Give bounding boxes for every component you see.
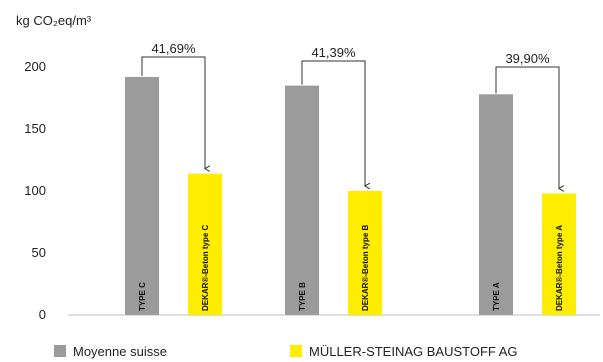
legend-swatch (290, 345, 302, 357)
bar-mueller-steinag-a (542, 193, 576, 315)
bar-mueller-steinag-c (188, 173, 222, 315)
legend-label: MÜLLER-STEINAG BAUSTOFF AG (309, 344, 518, 359)
bar-moyenne-suisse-b (285, 85, 319, 315)
bar-label: DEKAR®-Beton type A (555, 225, 564, 311)
bar-label: TYPE B (298, 282, 307, 311)
legend-swatch (54, 345, 66, 357)
reduction-percentage: 39,90% (505, 51, 550, 66)
bar-moyenne-suisse-a (479, 94, 513, 315)
legend: Moyenne suisse MÜLLER-STEINAG BAUSTOFF AG (54, 344, 518, 359)
percentage-annotations: 41,69% 41,39% 39,90% (141, 41, 559, 188)
reduction-percentage: 41,69% (151, 41, 196, 56)
bar-label: DEKAR®-Beton type C (201, 224, 210, 311)
reduction-percentage: 41,39% (311, 45, 356, 60)
y-axis-ticks: 0 50 100 150 200 (24, 59, 46, 322)
reduction-bracket-arrow (141, 56, 205, 169)
bar-label: TYPE C (138, 282, 147, 311)
y-tick-label: 200 (24, 59, 46, 74)
y-tick-label: 50 (32, 245, 46, 260)
y-axis-label: kg CO₂eq/m³ (16, 13, 92, 28)
y-tick-label: 0 (39, 307, 46, 322)
bars: TYPE C DEKAR®-Beton type C TYPE B DEKAR®-Be… (125, 76, 576, 315)
reduction-bracket-arrow (301, 60, 365, 186)
bar-label: DEKAR®-Beton type B (361, 224, 370, 311)
y-tick-label: 100 (24, 183, 46, 198)
legend-label: Moyenne suisse (73, 344, 167, 359)
bar-label: TYPE A (492, 282, 501, 311)
y-tick-label: 150 (24, 121, 46, 136)
reduction-bracket-arrow (495, 66, 559, 188)
bar-mueller-steinag-b (348, 191, 382, 315)
bar-moyenne-suisse-c (125, 76, 159, 315)
